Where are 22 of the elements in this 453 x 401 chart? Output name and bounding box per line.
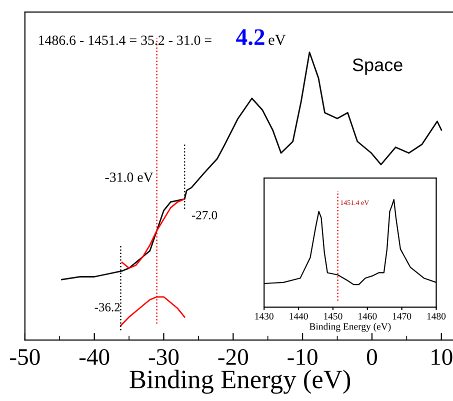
x-tick-label: 0 (366, 349, 377, 365)
ref-line-label: -36.2 (94, 302, 120, 312)
annotation: Space (352, 58, 402, 75)
x-tick-label: 1460 (358, 313, 377, 320)
x-tick-label: 1480 (427, 313, 446, 320)
x-tick-label: 1470 (392, 313, 412, 320)
text: 4.2 (236, 29, 264, 46)
x-axis-title: Binding Energy (eV) (309, 322, 391, 332)
x-tick-label: 1430 (255, 313, 274, 320)
x-tick-label: 1450 (324, 313, 342, 320)
x-tick-label: -30 (148, 349, 179, 365)
x-axis-title: Binding Energy (eV) (130, 370, 350, 394)
x-tick-label: -40 (79, 349, 110, 365)
x-tick-label: 1440 (290, 313, 308, 320)
ref-line-label: -27.0 (192, 210, 218, 220)
ref-line-label: -31.0 eV (105, 172, 154, 182)
x-tick-label: -10 (288, 349, 318, 365)
text: 1486.6 - 1451.4 = 35.2 - 31.0 = (39, 36, 212, 46)
x-tick-label: -50 (10, 349, 40, 365)
text: eV (268, 34, 286, 46)
x-tick-label: 10 (432, 349, 452, 365)
x-tick-label: -20 (218, 349, 248, 365)
